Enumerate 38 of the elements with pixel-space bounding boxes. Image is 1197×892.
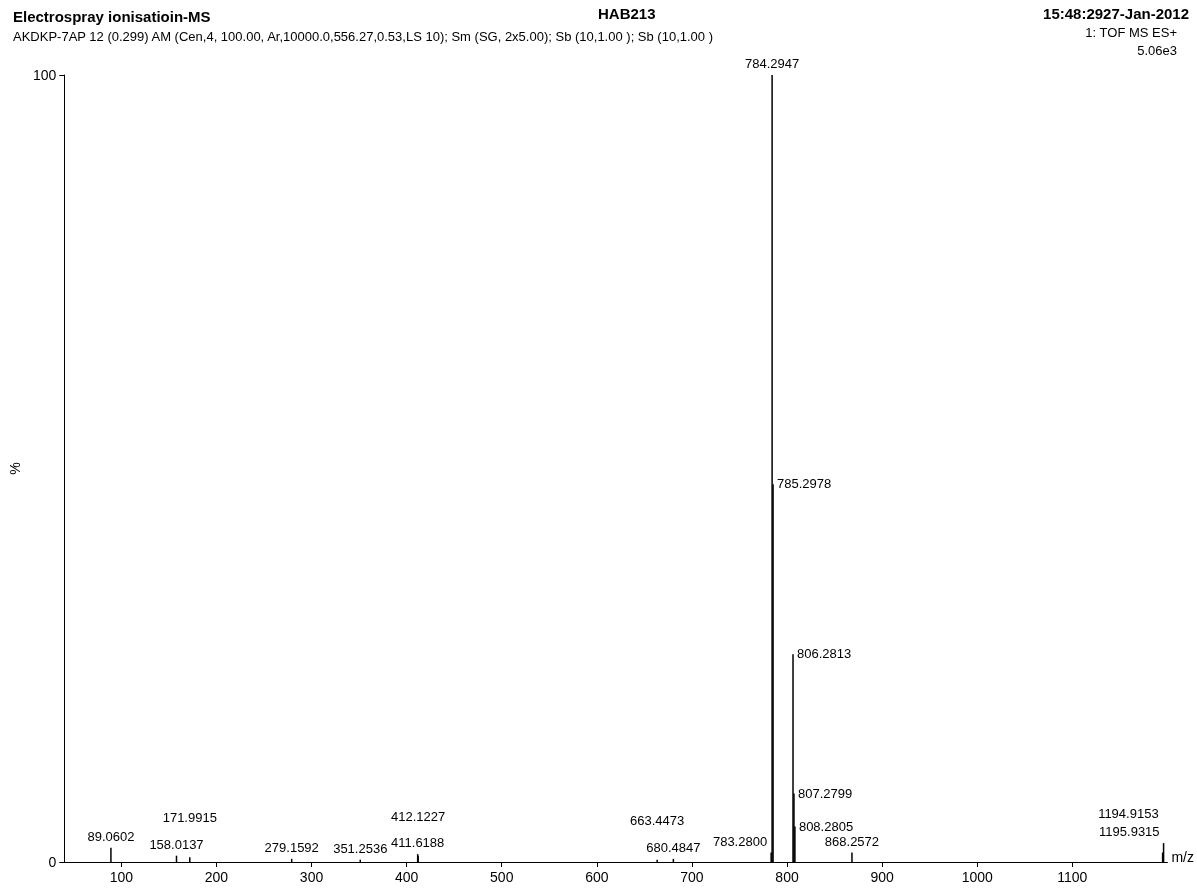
annotation: 806.2813: [797, 646, 852, 662]
annotation: 411.6188: [391, 835, 445, 851]
text: 5.06e3: [1137, 43, 1177, 58]
annotation: 412.1227: [391, 808, 446, 824]
annotation: 279.1592: [264, 839, 319, 855]
text: 1: TOF MS ES+: [1085, 25, 1177, 40]
x-tick-label: 1100: [1057, 869, 1088, 885]
x-tick-label: 700: [680, 869, 704, 885]
annotation: 807.2799: [797, 785, 853, 801]
x-tick-label: 100: [109, 869, 134, 885]
annotation: 171.9915: [162, 810, 217, 826]
annotation: 785.2978: [777, 476, 832, 492]
x-tick-label: 600: [585, 869, 609, 885]
annotation: 868.2572: [824, 833, 880, 849]
text: 15:48:2927-Jan-2012: [1043, 5, 1189, 22]
chart-subtitle: AKDKP-7AP 12 (0.299) AM (Cen,4, 100.00, Ar,10000.0,556.27,0.53,LS 10); Sm (SG, 2x5.00); Sb (10,1.00 ); Sb (10,1.00 ): [13, 29, 714, 44]
annotation: 783.2800: [712, 833, 768, 849]
y-tick-label: 0: [48, 854, 57, 870]
annotation: 158.0137: [149, 836, 204, 852]
annotation: 89.0602: [87, 828, 135, 844]
annotation: 1195.9315: [1099, 824, 1160, 840]
annotation: 351.2536: [333, 840, 388, 856]
x-tick-label: 300: [299, 869, 324, 885]
annotation: 663.4473: [630, 812, 685, 828]
x-axis-title: m/z: [1171, 849, 1195, 865]
y-axis-title: %: [7, 462, 23, 475]
x-tick-label: 1000: [961, 869, 994, 885]
text: HAB213: [598, 5, 656, 22]
annotation: 784.2947: [744, 56, 800, 71]
x-tick-label: 500: [490, 869, 514, 885]
chart-title: Electrospray ionisatioin-MS: [13, 8, 211, 25]
x-tick-label: 200: [204, 869, 229, 885]
annotation: 680.4847: [646, 839, 701, 855]
x-tick-label: 800: [775, 869, 799, 885]
annotation: 808.2805: [798, 818, 854, 834]
x-tick-label: 900: [870, 869, 895, 885]
annotation: 1194.9153: [1098, 805, 1159, 821]
x-tick-label: 400: [394, 869, 419, 885]
